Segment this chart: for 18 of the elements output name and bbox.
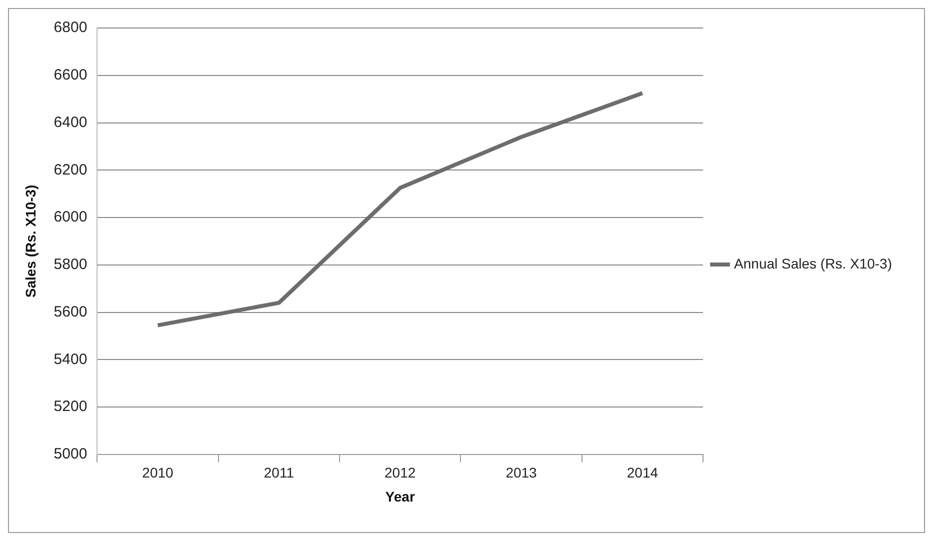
y-tick-label: 6400 [54,114,88,131]
x-tick-label: 2014 [626,464,658,481]
y-tick-label: 5800 [54,256,88,274]
y-tick-label: 6600 [54,66,88,84]
y-tick-label: 5000 [54,446,88,463]
y-axis-title: Sales (Rs. X10-3) [22,184,38,298]
legend-label: Annual Sales (Rs. X10-3) [734,255,892,272]
y-tick-label: 5200 [54,398,88,416]
y-tick-label: 5400 [54,350,88,368]
x-tick-label: 2013 [506,464,538,481]
x-tick-label: 2010 [142,464,174,481]
y-tick-label: 6000 [54,208,88,226]
x-tick-label: 2012 [384,464,416,481]
x-tick-label: 2011 [264,464,294,481]
x-axis-title: Year [385,488,416,504]
y-tick-label: 6200 [54,161,88,178]
y-tick-label: 5600 [54,303,88,320]
y-tick-label: 6800 [54,19,88,36]
